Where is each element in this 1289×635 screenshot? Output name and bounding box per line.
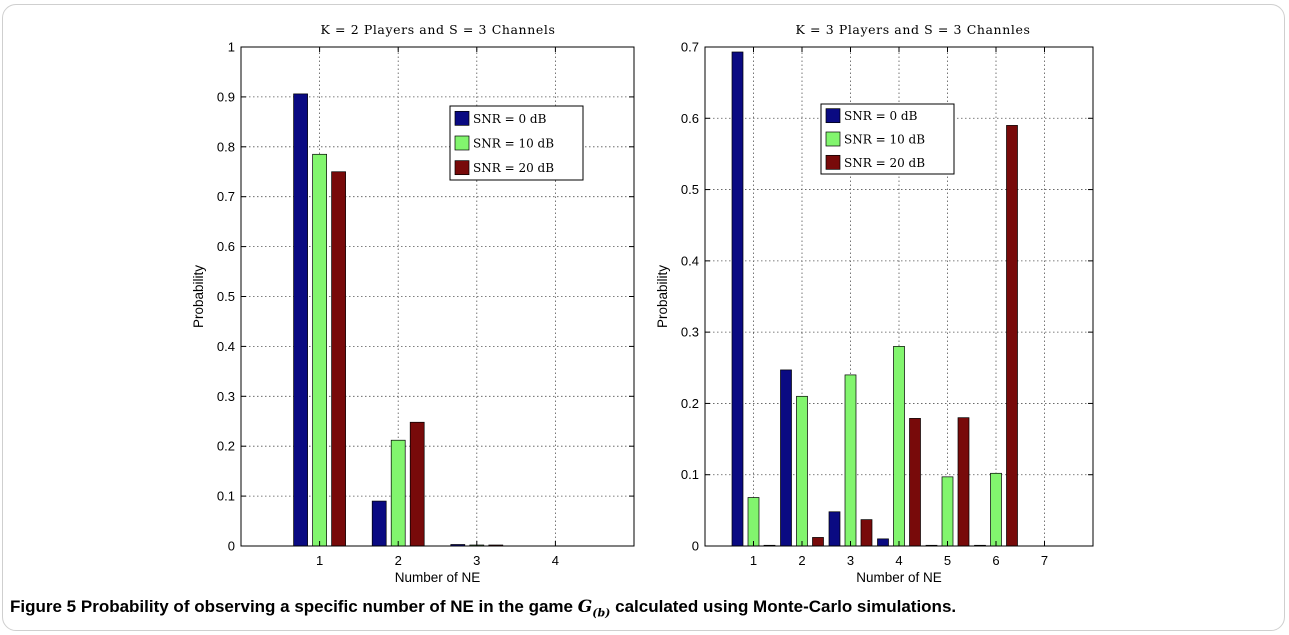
ytick-label: 0.2 (217, 439, 235, 454)
xtick-label: 4 (552, 553, 559, 568)
bar (390, 439, 406, 547)
bar (731, 51, 744, 547)
legend-label: SNR = 10 dB (473, 137, 554, 151)
ytick-label: 0.5 (217, 289, 235, 304)
ytick-label: 1 (228, 40, 235, 55)
figure-caption: Figure 5 Probability of observing a spec… (10, 597, 956, 619)
y-axis-label: Probability (191, 265, 206, 328)
ytick-label: 0.6 (681, 111, 699, 126)
bar (796, 395, 808, 547)
bar (371, 500, 387, 547)
bar (812, 537, 824, 547)
figure-frame (2, 4, 1285, 631)
chart-title: K = 2 Players and S = 3 Channels (321, 22, 556, 37)
legend-swatch (825, 154, 841, 170)
ytick-label: 0.2 (681, 396, 699, 411)
legend-swatch (825, 131, 841, 147)
caption-text-before: Probability of observing a specific numb… (80, 597, 574, 616)
chart-1: 0 0.1 0.2 0.3 0.4 0.5 0.6 0.7 0.8 0.9 1 1 2 3 4 K = 2 P… (191, 22, 635, 585)
y-axis-label: Probability (655, 265, 670, 328)
caption-label: Figure 5 (10, 597, 77, 616)
ytick-label: 0.3 (217, 389, 235, 404)
legend-box (820, 103, 955, 175)
legend-label: SNR = 20 dB (473, 161, 554, 175)
xtick-label: 6 (992, 553, 999, 568)
legend-swatch (454, 110, 470, 126)
ytick-label: 0 (228, 539, 235, 554)
caption-math-sub: (b) (592, 606, 611, 620)
bar (331, 171, 346, 547)
ytick-label: 0.8 (217, 139, 235, 154)
legend-label: SNR = 0 dB (473, 112, 547, 126)
bar (293, 93, 308, 547)
ytick-label: 0.1 (217, 489, 235, 504)
ytick-label: 0.3 (681, 325, 699, 340)
bar (844, 374, 857, 547)
ytick-label: 0.7 (681, 40, 699, 55)
legend-label: SNR = 10 dB (844, 133, 925, 147)
xtick-label: 4 (895, 553, 902, 568)
ytick-label: 0.4 (681, 253, 699, 268)
xtick-label: 3 (847, 553, 854, 568)
figure-charts: 0 0.1 0.2 0.3 0.4 0.5 0.6 0.7 0.8 0.9 1 1 2 3 4 K = 2 P… (191, 22, 1094, 585)
x-axis-label: Number of NE (856, 570, 942, 585)
xtick-label: 1 (316, 553, 323, 568)
xtick-label: 5 (944, 553, 951, 568)
legend-swatch (454, 135, 470, 151)
bar (990, 472, 1002, 547)
xtick-label: 2 (798, 553, 805, 568)
ytick-label: 0 (692, 539, 699, 554)
bar (957, 417, 970, 547)
bar (747, 497, 760, 547)
bar (780, 369, 792, 547)
legend-label: SNR = 0 dB (844, 109, 918, 123)
legend-label: SNR = 20 dB (844, 156, 925, 170)
ytick-label: 0.6 (217, 239, 235, 254)
ytick-label: 0.1 (681, 467, 699, 482)
xtick-label: 2 (395, 553, 402, 568)
chart-2: 0 0.1 0.2 0.3 0.4 0.5 0.6 0.7 1 2 3 4 5 6 7 K = 3 Playe… (655, 22, 1094, 585)
bar (941, 476, 954, 547)
bar (828, 511, 841, 547)
caption-text-after: calculated using Monte-Carlo simulations… (615, 597, 957, 616)
bar (409, 421, 425, 547)
xtick-label: 7 (1041, 553, 1048, 568)
legend-swatch (825, 108, 841, 124)
ytick-label: 0.9 (217, 89, 235, 104)
bar (312, 153, 327, 547)
bar (860, 519, 873, 547)
chart-title: K = 3 Players and S = 3 Channles (796, 22, 1031, 37)
xtick-label: 3 (473, 553, 480, 568)
x-axis-label: Number of NE (395, 570, 481, 585)
bar (893, 346, 905, 547)
ytick-label: 0.7 (217, 189, 235, 204)
bar (909, 418, 921, 547)
caption-math-main: G (577, 597, 593, 617)
bar (877, 538, 889, 547)
caption-math: G(b) (577, 597, 611, 620)
bar (1006, 125, 1018, 547)
legend-swatch (454, 160, 470, 176)
legend-box (449, 105, 584, 181)
ytick-label: 0.5 (681, 182, 699, 197)
xtick-label: 1 (750, 553, 757, 568)
ytick-label: 0.4 (217, 339, 235, 354)
